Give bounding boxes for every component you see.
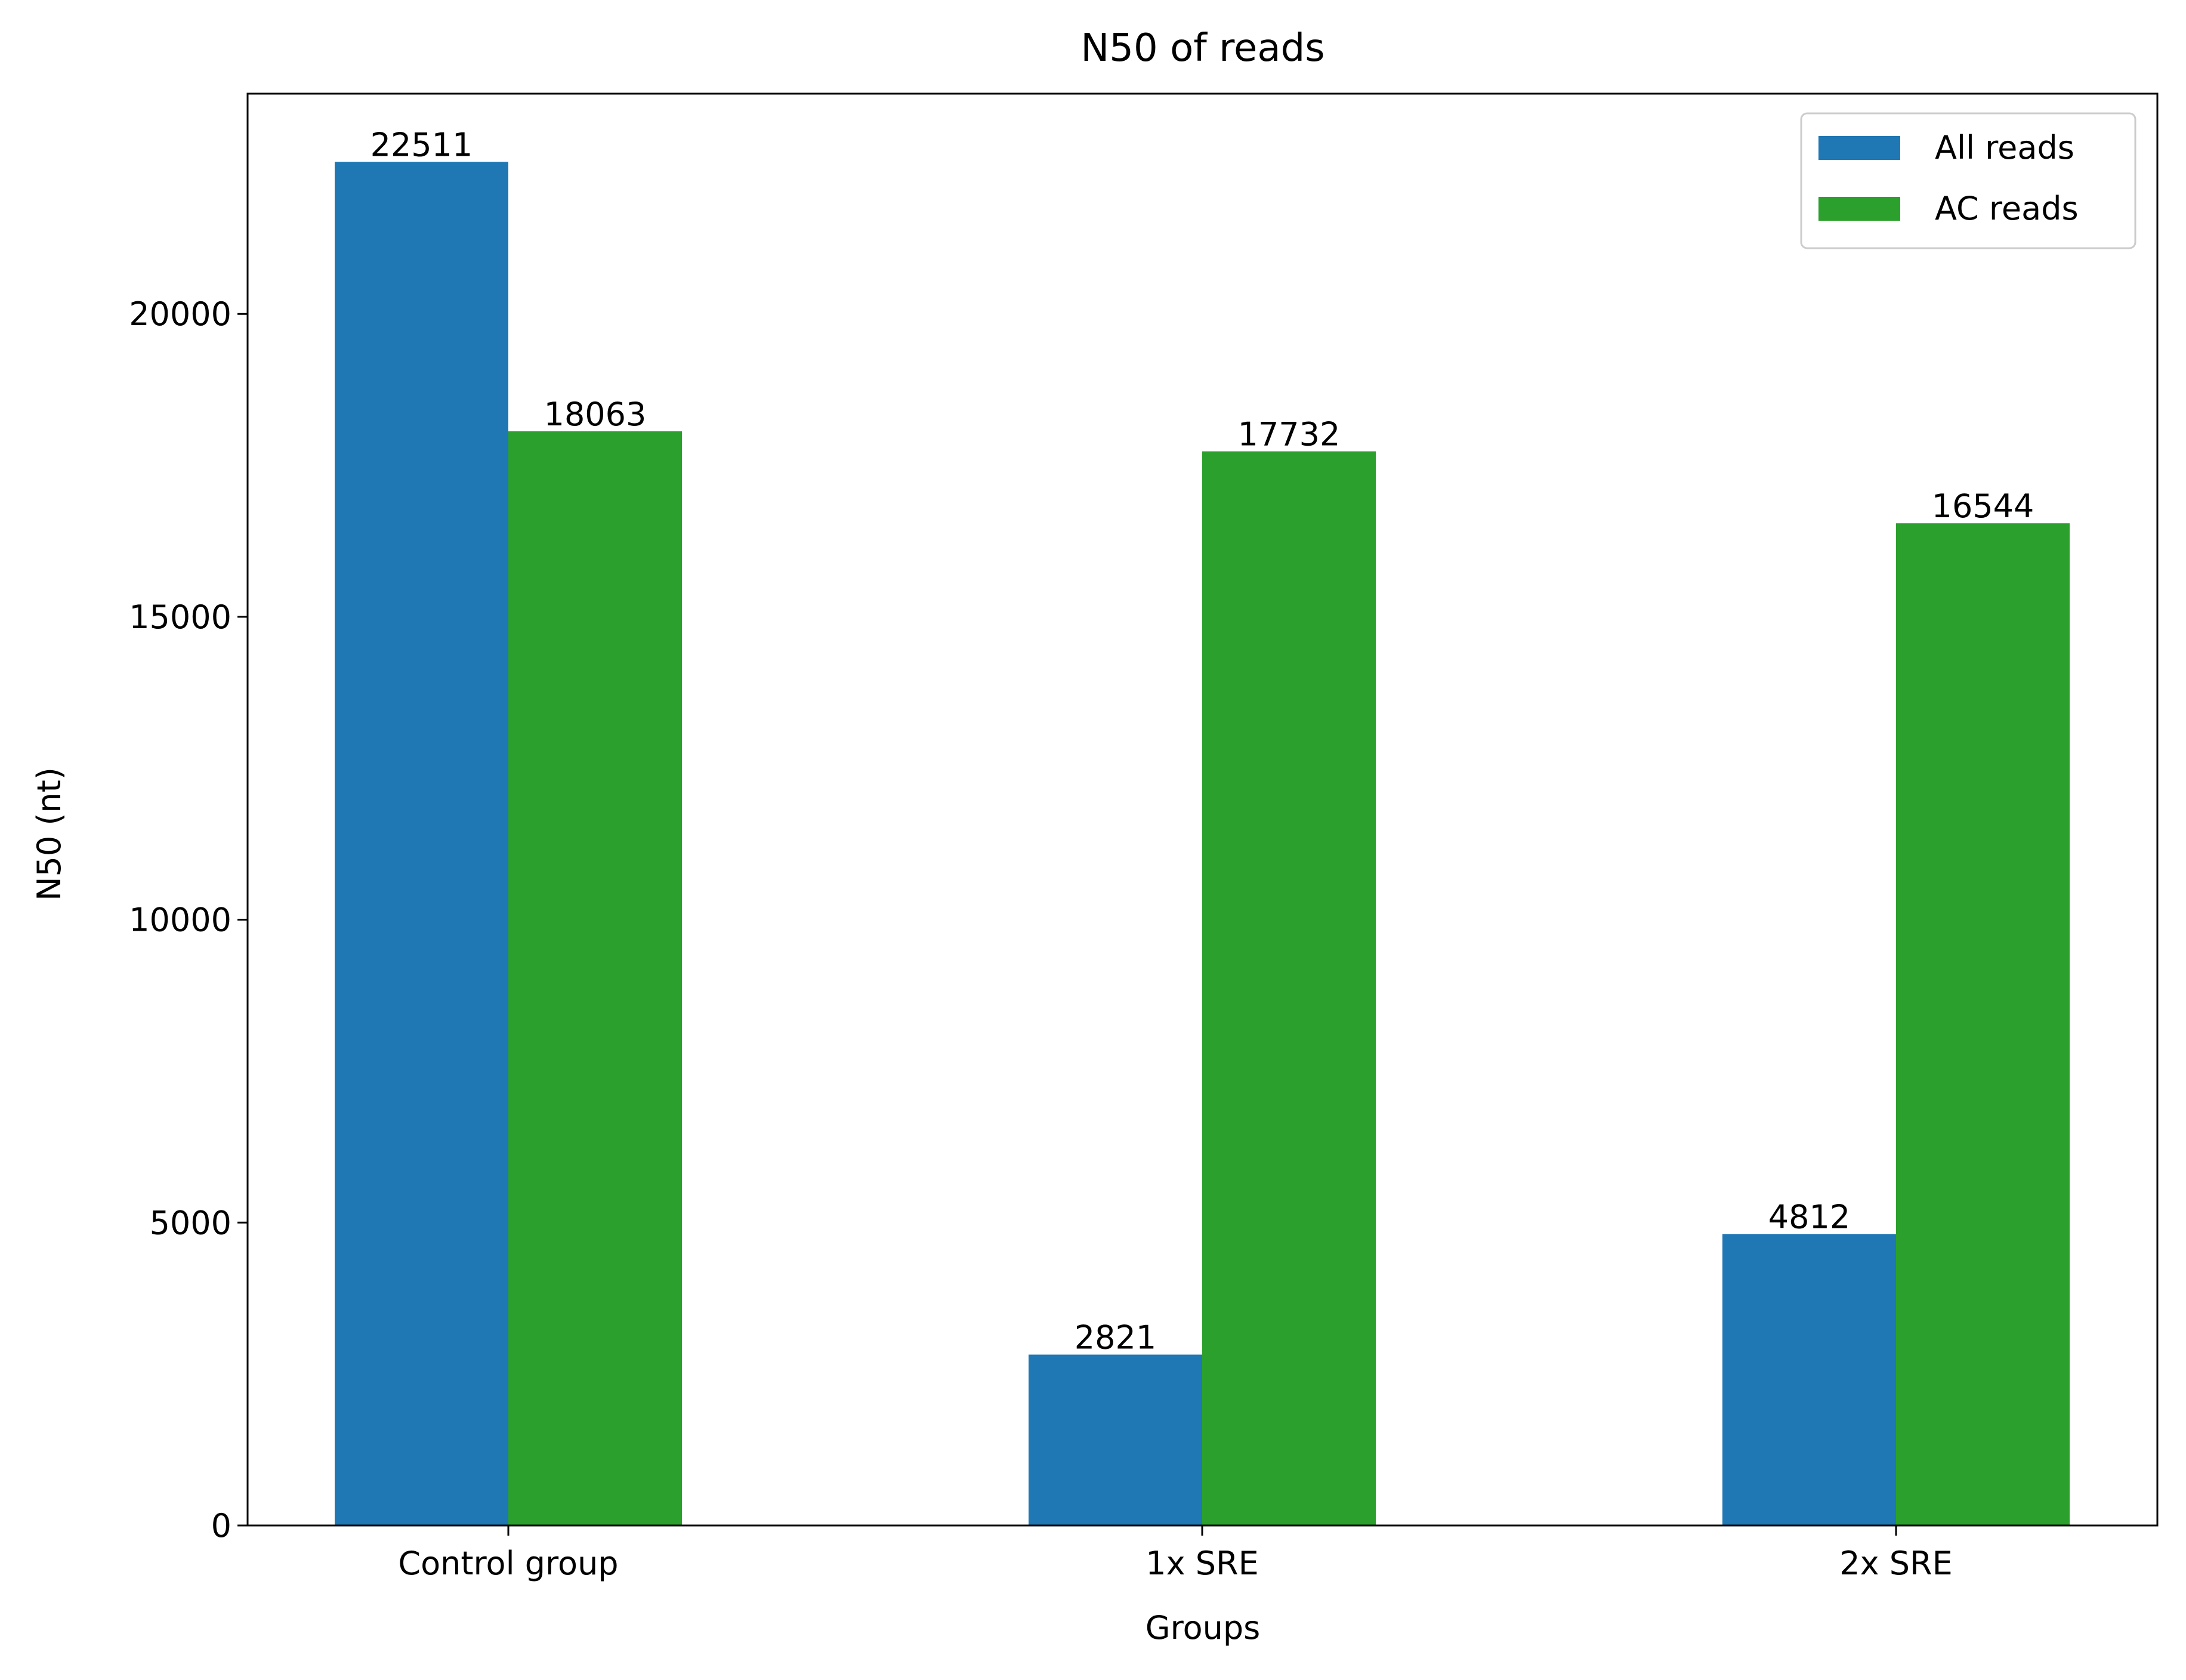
legend-swatch <box>1818 197 1900 221</box>
x-tick-label: 1x SRE <box>1146 1545 1258 1582</box>
x-tick-label: 2x SRE <box>1839 1545 1952 1582</box>
bar <box>1029 1354 1202 1525</box>
axes-layer: 0 5000 10000 15000 20000 Control group 1x SRE 2… <box>129 92 2159 1582</box>
legend-label: AC reads <box>1935 190 2079 227</box>
data-label: 17732 <box>1238 416 1341 453</box>
bar <box>1896 523 2070 1526</box>
y-tick-label: 15000 <box>129 598 231 636</box>
y-tick-label: 20000 <box>129 295 231 333</box>
data-label: 16544 <box>1932 487 2034 525</box>
bar <box>1722 1234 1896 1525</box>
y-axis-label: N50 (nt) <box>30 767 68 901</box>
bars-layer <box>335 162 2070 1526</box>
bar <box>1202 451 1376 1525</box>
legend-swatch <box>1818 136 1900 160</box>
y-tick-label: 0 <box>211 1507 231 1545</box>
y-tick-label: 10000 <box>129 901 231 939</box>
data-label: 22511 <box>370 126 473 163</box>
data-label: 2821 <box>1075 1319 1156 1357</box>
bar <box>508 431 682 1525</box>
x-axis-label: Groups <box>1146 1609 1261 1647</box>
bar <box>335 162 508 1526</box>
legend: All reads AC reads <box>1800 112 2136 249</box>
chart-title: N50 of reads <box>1080 26 1324 70</box>
data-labels-layer: 22511 2821 4812 18063 17732 16544 <box>370 126 2034 1356</box>
data-label: 4812 <box>1768 1198 1850 1236</box>
x-tick-label: Control group <box>398 1545 618 1582</box>
legend-label: All reads <box>1935 129 2074 166</box>
y-tick-label: 5000 <box>150 1204 231 1242</box>
data-label: 18063 <box>544 396 647 433</box>
